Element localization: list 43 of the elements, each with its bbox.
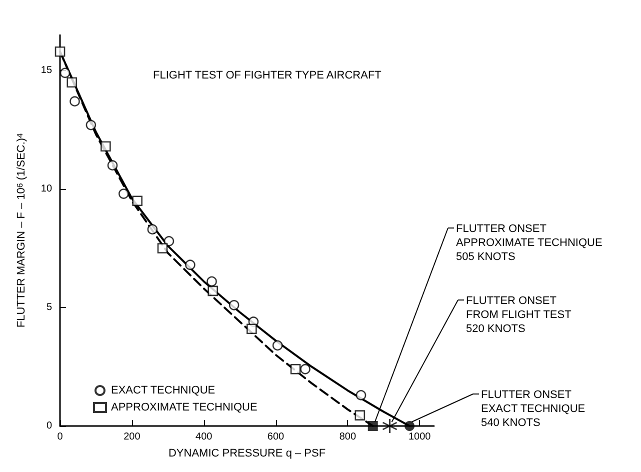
y-tick-label: 15	[40, 65, 52, 76]
annotation: FLUTTER ONSET APPROXIMATE TECHNIQUE 505 KNOTS	[456, 223, 602, 263]
point	[356, 390, 366, 400]
point	[300, 364, 310, 374]
point	[118, 188, 129, 199]
annotation: FLUTTER ONSET FROM FLIGHT TEST 520 KNOTS	[466, 295, 572, 335]
point	[70, 96, 80, 106]
x-axis-title: DYNAMIC PRESSURE q – PSF	[168, 448, 326, 460]
x-tick-label: 200	[124, 432, 141, 442]
point	[272, 340, 283, 351]
legend-label: APPROXIMATE TECHNIQUE	[111, 402, 258, 414]
point	[66, 77, 78, 88]
y-tick-label: 5	[46, 302, 52, 314]
point	[60, 68, 70, 78]
point	[185, 260, 196, 270]
legend-label: EXACT TECHNIQUE	[111, 384, 216, 396]
y-axis-title: FLUTTER MARGIN – F – 106 (1/SEC.)4	[16, 132, 28, 328]
point	[382, 418, 398, 434]
point	[157, 243, 168, 254]
point	[206, 276, 217, 287]
x-tick-label: 0	[57, 432, 64, 442]
point	[147, 224, 158, 234]
point	[164, 236, 174, 246]
text: FLIGHT TEST OF FIGHTER TYPE AIRCRAFT	[153, 70, 382, 82]
point	[368, 421, 378, 431]
point	[208, 286, 218, 296]
point	[228, 300, 240, 310]
annotation: FLUTTER ONSET EXACT TECHNIQUE 540 KNOTS	[481, 389, 586, 429]
point	[107, 160, 118, 170]
point	[404, 421, 415, 431]
point	[54, 46, 66, 57]
x-tick-label: 1000	[408, 432, 432, 442]
x-tick-label: 800	[339, 432, 356, 442]
y-tick-label: 10	[40, 184, 52, 195]
point	[246, 324, 257, 334]
y-tick-label: 0	[46, 420, 52, 432]
point	[132, 196, 142, 206]
x-tick-label: 600	[267, 432, 285, 442]
x-tick-label: 400	[196, 432, 213, 442]
point	[354, 410, 366, 420]
point	[290, 364, 301, 374]
point	[100, 141, 111, 152]
point	[86, 120, 96, 130]
